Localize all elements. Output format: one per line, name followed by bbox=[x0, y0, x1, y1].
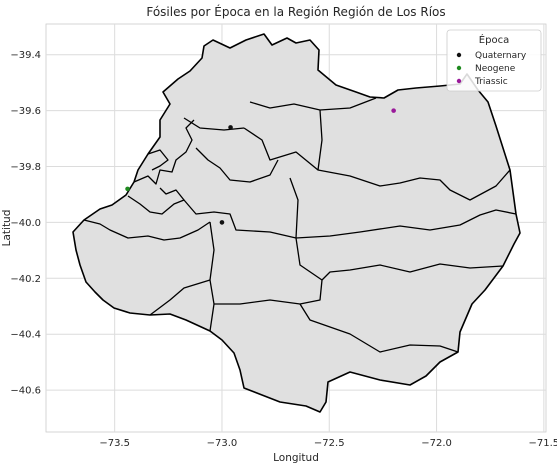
y-tick-label: −40.6 bbox=[10, 386, 41, 397]
x-tick-label: −72.0 bbox=[421, 438, 452, 449]
legend-box bbox=[446, 29, 542, 92]
coastline-inlet bbox=[127, 187, 185, 215]
legend-label-neogene: Neogene bbox=[475, 64, 516, 74]
commune-border bbox=[214, 279, 323, 305]
y-axis-title: Latitud bbox=[1, 210, 13, 247]
data-point-triassic bbox=[391, 108, 396, 113]
commune-border bbox=[249, 97, 377, 111]
commune-borders bbox=[83, 97, 517, 353]
data-points bbox=[125, 108, 396, 225]
legend-title: Época bbox=[479, 33, 509, 46]
commune-border bbox=[289, 177, 504, 281]
legend-marker-neogene bbox=[456, 65, 462, 71]
x-axis-title: Longitud bbox=[273, 452, 319, 464]
x-tick-label: −73.5 bbox=[99, 438, 130, 449]
commune-border bbox=[317, 109, 511, 201]
y-tick-label: −39.4 bbox=[10, 50, 41, 61]
legend-label-quaternary: Quaternary bbox=[475, 51, 527, 61]
legend: Época Quaternary Neogene Triassic bbox=[446, 29, 542, 92]
x-tick-label: −73.0 bbox=[207, 438, 238, 449]
region-map bbox=[72, 33, 521, 413]
commune-border bbox=[195, 147, 279, 183]
legend-marker-triassic bbox=[456, 78, 462, 84]
chart-title: Fósiles por Época en la Región Región de… bbox=[146, 4, 445, 19]
coastline-inlet bbox=[147, 149, 169, 171]
coastline-inlet bbox=[133, 119, 195, 185]
axis-ticks: −73.5 −73.0 −72.5 −72.0 −71.5 −39.4 −39.6 −39.8… bbox=[10, 50, 557, 449]
data-point-quaternary bbox=[219, 220, 225, 225]
y-tick-label: −40.4 bbox=[10, 330, 41, 341]
data-point-quaternary bbox=[228, 125, 233, 130]
legend-label-triassic: Triassic bbox=[474, 77, 508, 87]
legend-marker-quaternary bbox=[456, 52, 462, 58]
y-tick-label: −39.6 bbox=[10, 106, 41, 117]
data-point-neogene bbox=[125, 186, 130, 192]
y-tick-label: −40.2 bbox=[10, 274, 41, 285]
x-tick-label: −71.5 bbox=[529, 438, 557, 449]
commune-border bbox=[83, 219, 211, 241]
commune-border bbox=[183, 117, 245, 131]
y-tick-label: −39.8 bbox=[10, 162, 41, 173]
commune-border bbox=[295, 209, 517, 239]
commune-border bbox=[149, 279, 211, 316]
commune-border bbox=[299, 303, 459, 353]
commune-border bbox=[183, 199, 297, 239]
commune-border bbox=[243, 127, 319, 171]
y-tick-label: −40.0 bbox=[10, 218, 41, 229]
x-tick-label: −72.5 bbox=[314, 438, 345, 449]
